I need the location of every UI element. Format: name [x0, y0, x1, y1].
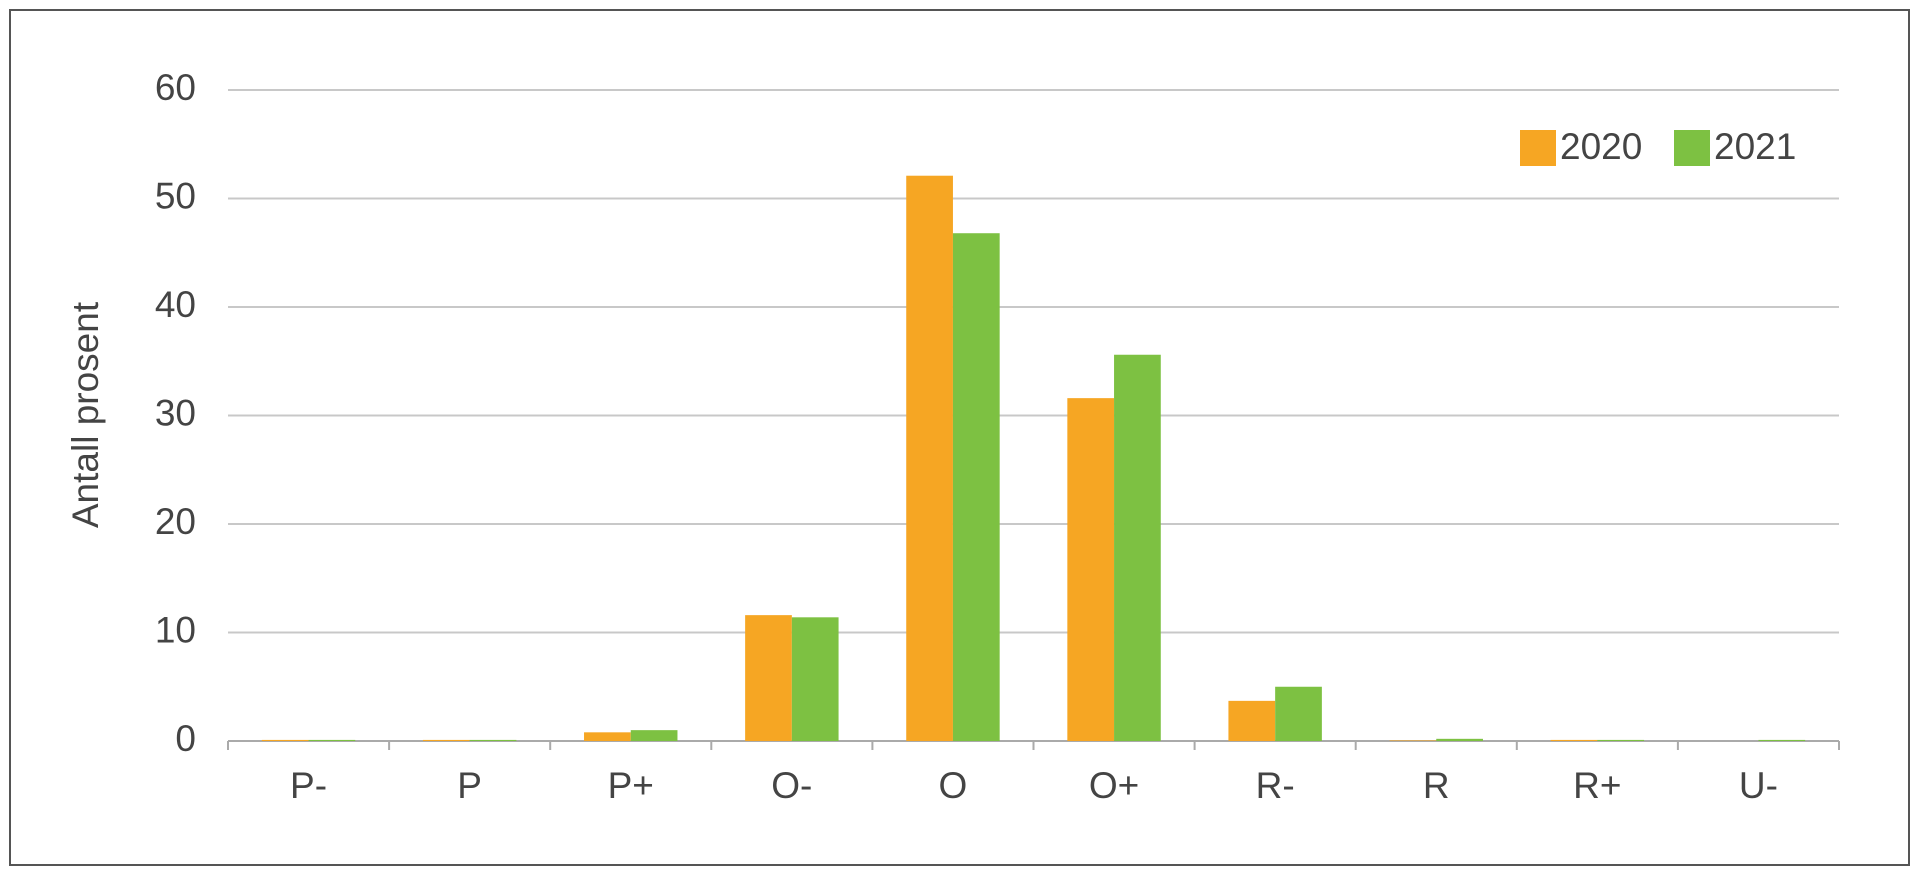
bar	[952, 233, 1000, 741]
x-tick-label: P	[457, 765, 482, 806]
x-tick-label: R	[1423, 765, 1450, 806]
bar	[422, 739, 470, 741]
y-tick-label: 40	[155, 284, 196, 325]
bar	[745, 615, 792, 741]
y-tick-label: 60	[155, 67, 196, 108]
x-tick-label: O+	[1089, 765, 1139, 806]
bar	[1067, 398, 1115, 741]
bar	[630, 730, 678, 741]
legend-swatch	[1674, 130, 1710, 166]
y-tick-label: 10	[155, 609, 196, 650]
bar	[1275, 686, 1322, 741]
x-tick-label: O	[939, 765, 968, 806]
legend-swatch	[1520, 130, 1556, 166]
bar	[1436, 738, 1483, 741]
x-tick-label: P+	[608, 765, 654, 806]
y-tick-label: 0	[175, 718, 196, 759]
y-tick-label: 30	[155, 392, 196, 433]
bar	[1550, 739, 1598, 741]
x-tick-label: P-	[290, 765, 327, 806]
bar	[584, 732, 631, 741]
legend-label: 2020	[1560, 126, 1642, 167]
bar	[308, 739, 356, 741]
bar	[1114, 354, 1161, 741]
x-tick-label: R-	[1256, 765, 1295, 806]
legend-label: 2021	[1714, 126, 1796, 167]
chart-border	[9, 9, 1910, 866]
bar	[906, 175, 953, 742]
x-tick-label: U-	[1739, 765, 1778, 806]
x-tick-label: R+	[1573, 765, 1621, 806]
bar	[1597, 739, 1645, 741]
bar	[791, 617, 839, 741]
bar	[261, 739, 309, 741]
bar	[1758, 739, 1806, 741]
bar	[469, 739, 517, 741]
y-axis-label: Antall prosent	[65, 301, 106, 528]
bar	[1228, 700, 1276, 741]
x-tick-label: O-	[771, 765, 812, 806]
y-tick-label: 20	[155, 501, 196, 542]
bar	[1389, 740, 1437, 741]
y-tick-label: 50	[155, 175, 196, 216]
